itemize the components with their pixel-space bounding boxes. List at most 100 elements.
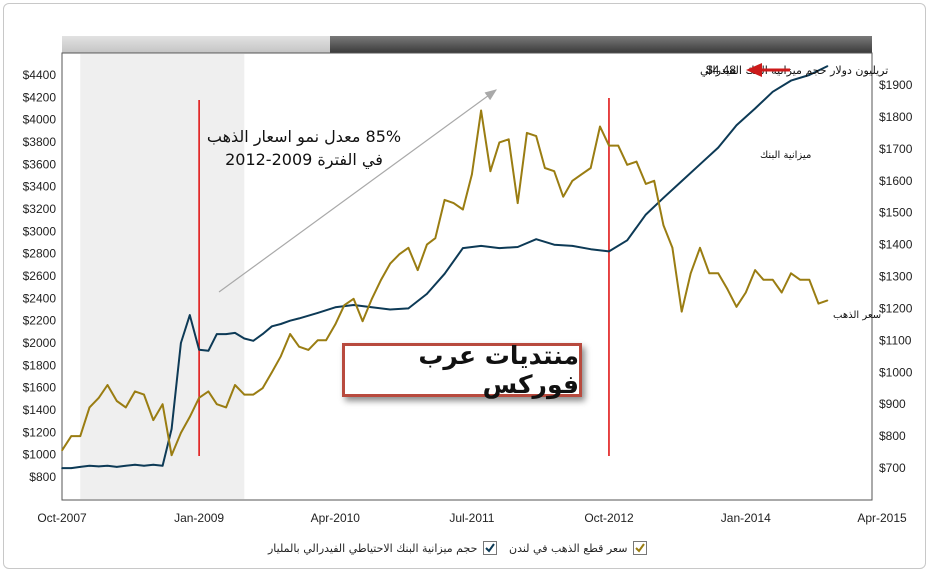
bank-balance-point: [271, 325, 273, 328]
gold-price-point: [589, 167, 592, 169]
y-right-tick-label: $700: [879, 461, 906, 475]
y-right-tick-label: $1800: [879, 110, 913, 124]
gold-price-point: [134, 390, 136, 393]
gold-price-point: [271, 371, 273, 374]
legend-item-bank[interactable]: حجم ميزانية البنك الاحتياطي الفيدرالي با…: [268, 541, 498, 555]
y-left-tick-label: $2200: [23, 314, 57, 328]
gold-price-point: [754, 269, 756, 271]
y-right-tick-label: $1400: [879, 238, 913, 252]
bank-balance-point: [88, 465, 91, 467]
gold-price-point: [553, 170, 555, 172]
bank-balance-point: [261, 333, 264, 335]
bank-balance-point: [243, 337, 246, 340]
legend-checkbox-gold[interactable]: [633, 541, 648, 555]
gold-price-point: [61, 449, 63, 452]
gold-price-point: [471, 173, 473, 176]
x-tick-label: Jan-2009: [174, 511, 224, 525]
gold-price-point: [106, 384, 109, 386]
y-left-tick-label: $3400: [23, 180, 57, 194]
gold-price-point: [307, 349, 310, 351]
growth-text-line2: في الفترة 2009-2012: [225, 150, 383, 170]
bank-balance-line: [62, 65, 828, 470]
legend-item-gold[interactable]: سعر قطع الذهب في لندن: [509, 541, 648, 555]
y-left-tick-label: $4000: [23, 113, 57, 127]
growth-arrow: [218, 89, 497, 293]
bank-balance-point: [426, 293, 428, 295]
gold-price-point: [790, 272, 792, 275]
gold-price-point: [380, 278, 382, 281]
recession-shading: [80, 54, 245, 499]
bank-balance-point: [143, 465, 145, 467]
gold-price-point: [98, 397, 100, 399]
y-right-tick-label: $800: [879, 429, 906, 443]
gold-price-point: [771, 278, 774, 281]
gold-price-point: [608, 144, 610, 147]
growth-text-line1: 85% معدل نمو اسعار الذهب: [207, 127, 401, 147]
bank-balance-point: [298, 317, 300, 320]
balance-label: تريليون دولار حجم ميزانية البنك الفيدرال…: [700, 64, 888, 77]
balance-value: $4.48: [706, 63, 736, 77]
legend-checkbox-bank[interactable]: [483, 541, 498, 555]
gold-price-point: [361, 320, 364, 323]
gold-price-point: [745, 291, 747, 294]
y-left-tick-label: $1000: [23, 448, 57, 462]
x-tick-label: Oct-2007: [37, 511, 87, 525]
bank-balance-point: [207, 350, 210, 352]
gold-price-point: [161, 403, 164, 406]
bank-balance-point: [334, 306, 337, 309]
bank-balance-point: [680, 180, 683, 182]
gold-price-point: [70, 435, 73, 437]
gold-price-point: [580, 173, 583, 176]
gold-price-point: [261, 387, 264, 390]
x-tick-label: Jul-2011: [449, 511, 494, 525]
balance-pointer-arrow: [746, 63, 790, 77]
x-tick-label: Jan-2014: [721, 511, 771, 525]
bank-balance-point: [735, 124, 738, 127]
legend-label-gold: سعر قطع الذهب في لندن: [509, 541, 628, 555]
y-left-tick-label: $1200: [23, 425, 57, 439]
bank-balance-point: [289, 319, 291, 322]
y-left-tick-label: $800: [29, 470, 56, 484]
y-left-tick-label: $3200: [23, 202, 57, 216]
bank-balance-point: [106, 465, 109, 467]
gold-price-point: [79, 435, 82, 437]
y-left-tick-label: $3800: [23, 135, 57, 149]
bank-balance-point: [216, 333, 218, 335]
bank-balance-point: [480, 245, 482, 247]
gold-price-point: [426, 243, 428, 246]
gold-price-point: [626, 164, 628, 166]
bank-balance-point: [771, 91, 774, 93]
gold-price-point: [371, 298, 373, 300]
x-tick-label: Apr-2015: [857, 511, 907, 525]
gold-price-point: [653, 180, 655, 182]
bank-balance-point: [316, 312, 319, 314]
gold-price-point: [717, 272, 719, 275]
y-left-tick-label: $2800: [23, 247, 57, 261]
gold-price-point: [817, 302, 820, 305]
gold-price-point: [544, 167, 546, 169]
bank-balance-point: [389, 308, 391, 311]
gold-price-point: [243, 393, 246, 396]
gold-price-point: [298, 345, 300, 348]
gold-price-point: [498, 141, 501, 144]
y-right-tick-label: $1000: [879, 365, 913, 379]
bank-balance-point: [189, 314, 191, 316]
bank-balance-point: [371, 306, 373, 309]
gold-price-point: [599, 125, 601, 128]
gold-price-point: [116, 400, 118, 402]
gold-price-point: [234, 384, 236, 386]
navigator-handle[interactable]: [62, 36, 330, 53]
bank-balance-point: [535, 238, 537, 240]
y-left-tick-label: $2000: [23, 336, 57, 350]
bank-balance-point: [152, 463, 155, 466]
gold-price-point: [180, 432, 182, 434]
y-left-tick-label: $4200: [23, 90, 57, 104]
bank-balance-point: [252, 340, 255, 342]
y-right-tick-label: $1500: [879, 206, 913, 220]
bank-balance-point: [571, 245, 574, 247]
gold-price-point: [280, 355, 282, 358]
gold-price-point: [88, 406, 91, 409]
gold-price-point: [170, 454, 173, 457]
gold-price-point: [571, 180, 574, 182]
bank-balance-point: [79, 466, 82, 468]
